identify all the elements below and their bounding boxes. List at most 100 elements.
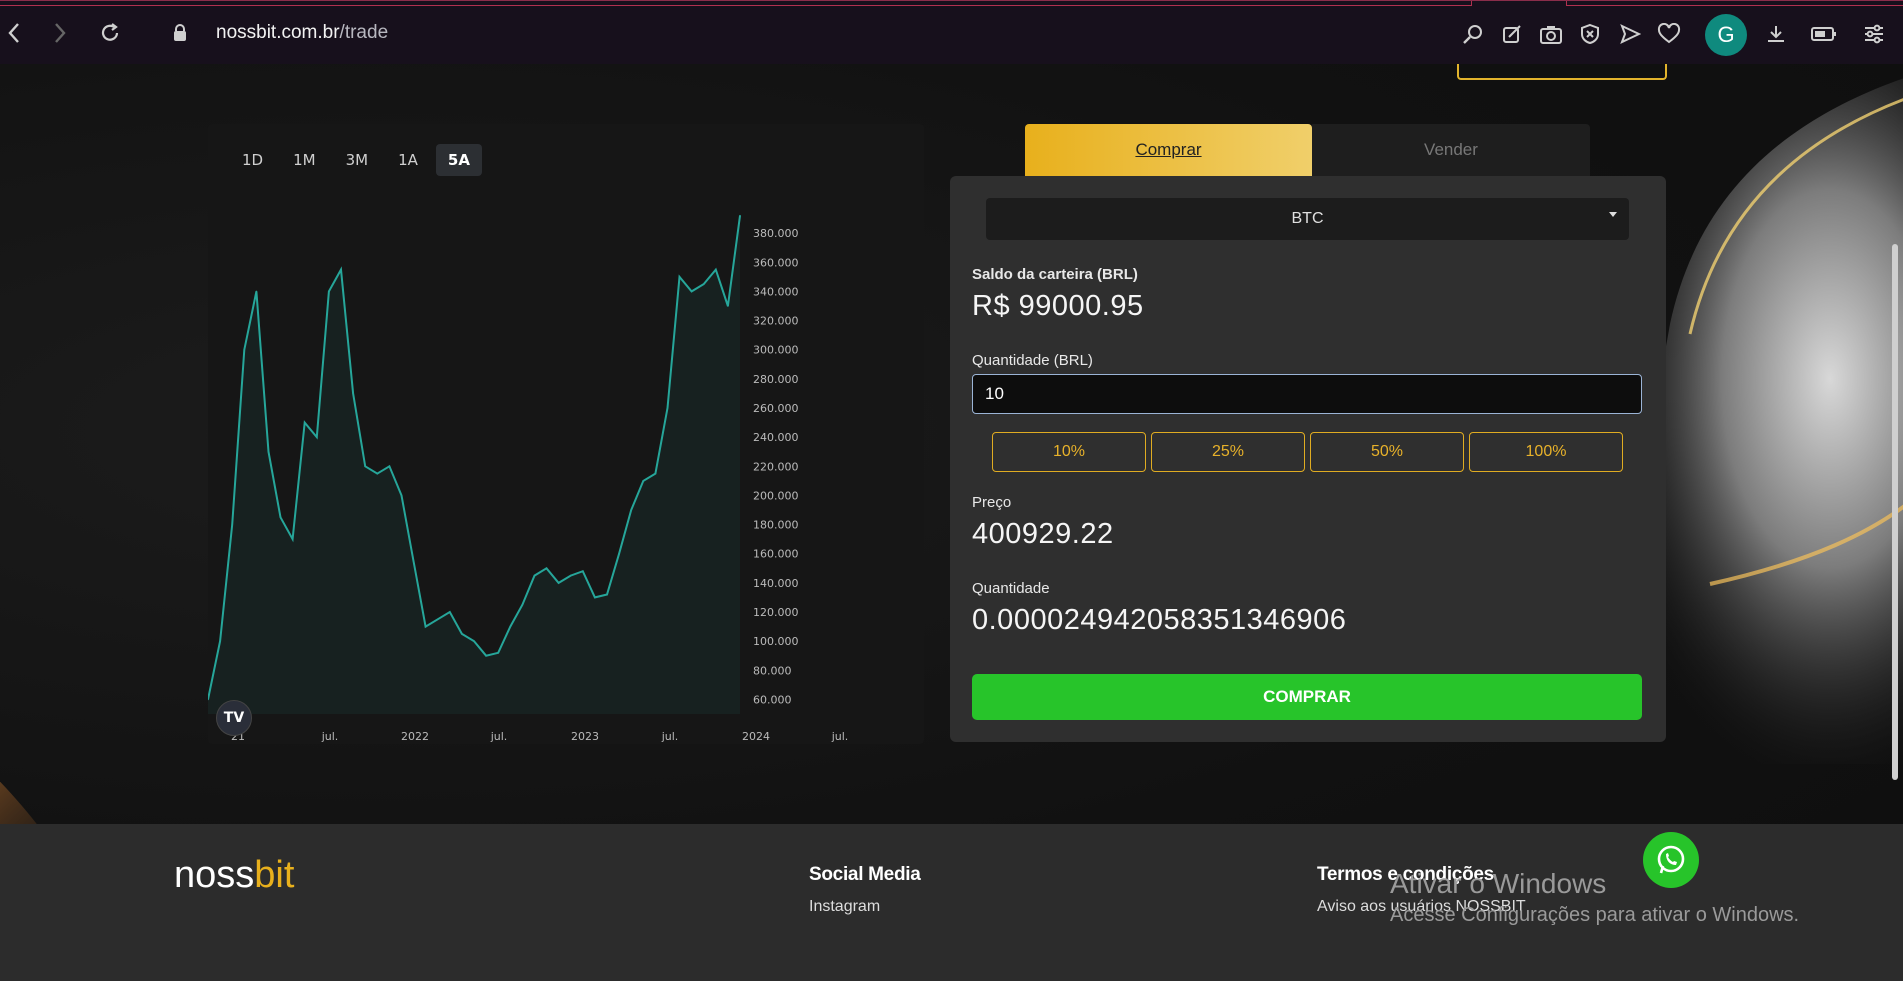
data-point: [412, 560, 415, 562]
price-chart[interactable]: 60.000 80.000 100.000 120.000 140.000 160.000…: [208, 124, 924, 744]
header-badge-outline: [1457, 64, 1667, 80]
y-tick-label: 320.000: [753, 315, 799, 328]
y-tick-label: 100.000: [753, 635, 799, 648]
y-tick-label: 360.000: [753, 256, 799, 269]
data-point: [702, 283, 705, 285]
send-icon[interactable]: [1617, 21, 1643, 47]
data-point: [727, 305, 729, 307]
instagram-link[interactable]: Instagram: [809, 898, 881, 915]
pct-button-100[interactable]: 100%: [1469, 432, 1623, 472]
percentage-buttons: 10% 25% 50% 100%: [992, 432, 1623, 472]
chevron-down-icon: [1609, 212, 1617, 217]
price-chart-panel: 1D 1M 3M 1A 5A 60.000 80.000 100.000 120.00…: [208, 124, 924, 744]
footer-logo[interactable]: nossbit: [174, 854, 295, 896]
data-point: [594, 596, 596, 599]
browser-toolbar: nossbit.com.br/trade G: [0, 0, 1903, 64]
data-point: [715, 268, 717, 271]
data-point: [400, 494, 403, 497]
wallet-balance-value: R$ 99000.95: [972, 290, 1144, 322]
trade-form: BTC Saldo da carteira (BRL) R$ 99000.95 …: [950, 176, 1666, 742]
back-icon[interactable]: [0, 19, 28, 47]
whatsapp-icon[interactable]: [1643, 832, 1699, 888]
tab-comprar[interactable]: Comprar: [1025, 124, 1312, 176]
series-area: [208, 215, 740, 714]
y-tick-label: 180.000: [753, 519, 799, 532]
quantity-label: Quantidade: [972, 580, 1050, 597]
data-point: [630, 509, 632, 511]
y-tick-label: 240.000: [753, 431, 799, 444]
data-point: [388, 465, 391, 468]
range-button-1m[interactable]: 1M: [293, 151, 316, 169]
edit-icon[interactable]: [1499, 21, 1525, 47]
heart-icon[interactable]: [1656, 21, 1682, 47]
settings-sliders-icon[interactable]: [1861, 21, 1887, 47]
data-point: [569, 574, 572, 577]
shield-block-icon[interactable]: [1577, 21, 1603, 47]
terms-heading: Termos e condições: [1317, 864, 1494, 885]
range-button-1a[interactable]: 1A: [398, 151, 418, 169]
range-selector: 1D 1M 3M 1A 5A: [230, 144, 482, 176]
address-bar[interactable]: nossbit.com.br/trade: [216, 22, 389, 43]
lock-icon[interactable]: [166, 19, 194, 47]
range-button-5a[interactable]: 5A: [435, 144, 482, 176]
download-icon[interactable]: [1763, 21, 1789, 47]
data-point: [690, 290, 693, 293]
data-point: [436, 618, 439, 621]
y-tick-label: 260.000: [753, 402, 799, 415]
data-point: [219, 640, 221, 642]
data-point: [303, 421, 306, 424]
quantity-value: 0.000024942058351346906: [972, 604, 1347, 636]
data-point: [340, 268, 342, 271]
pct-button-50[interactable]: 50%: [1310, 432, 1464, 472]
quantity-brl-input[interactable]: [972, 374, 1642, 414]
y-tick-label: 200.000: [753, 489, 799, 502]
data-point: [473, 640, 475, 642]
battery-icon[interactable]: [1811, 21, 1837, 47]
pct-button-25[interactable]: 25%: [1151, 432, 1305, 472]
page-content: 1D 1M 3M 1A 5A 60.000 80.000 100.000 120.00…: [0, 64, 1903, 981]
data-point: [509, 625, 512, 628]
x-tick-label: jul.: [661, 730, 679, 743]
asset-select-value: BTC: [1291, 210, 1324, 227]
data-point: [642, 480, 645, 482]
data-point: [376, 472, 379, 475]
data-point: [521, 603, 524, 606]
data-point: [545, 567, 548, 570]
data-point: [485, 654, 487, 657]
y-tick-label: 60.000: [753, 693, 792, 706]
trade-tabs: Comprar Vender: [1025, 124, 1590, 176]
data-point: [291, 538, 294, 540]
scrollbar[interactable]: [1892, 244, 1898, 780]
data-point: [533, 574, 536, 577]
forward-icon[interactable]: [46, 19, 74, 47]
tradingview-logo[interactable]: TV: [216, 700, 252, 736]
tab-vender[interactable]: Vender: [1312, 124, 1590, 176]
y-tick-label: 300.000: [753, 344, 799, 357]
range-button-3m[interactable]: 3M: [345, 151, 369, 169]
zoom-search-icon[interactable]: [1460, 21, 1486, 47]
quantity-brl-label: Quantidade (BRL): [972, 352, 1093, 369]
windows-activation-title: Ativar o Windows: [1390, 868, 1607, 899]
x-tick-label: 2023: [571, 730, 599, 743]
data-point: [678, 276, 681, 278]
data-point: [364, 465, 366, 468]
data-point: [328, 290, 330, 293]
comprar-button[interactable]: COMPRAR: [972, 674, 1642, 720]
x-tick-label: jul.: [321, 730, 339, 743]
y-tick-label: 280.000: [753, 373, 799, 386]
data-point: [255, 290, 258, 293]
y-tick-label: 340.000: [753, 285, 799, 298]
range-button-1d[interactable]: 1D: [242, 151, 264, 169]
pct-button-10[interactable]: 10%: [992, 432, 1146, 472]
asset-select[interactable]: BTC: [986, 198, 1629, 240]
data-point: [267, 450, 270, 453]
y-tick-label: 380.000: [753, 227, 799, 240]
camera-icon[interactable]: [1538, 21, 1564, 47]
wallet-balance-label: Saldo da carteira (BRL): [972, 266, 1138, 283]
reload-icon[interactable]: [96, 19, 124, 47]
profile-avatar[interactable]: G: [1705, 14, 1747, 56]
data-point: [231, 523, 233, 526]
data-point: [461, 633, 463, 635]
y-tick-label: 140.000: [753, 577, 799, 590]
terms-link[interactable]: Aviso aos usuários NOSSBIT: [1317, 898, 1526, 915]
